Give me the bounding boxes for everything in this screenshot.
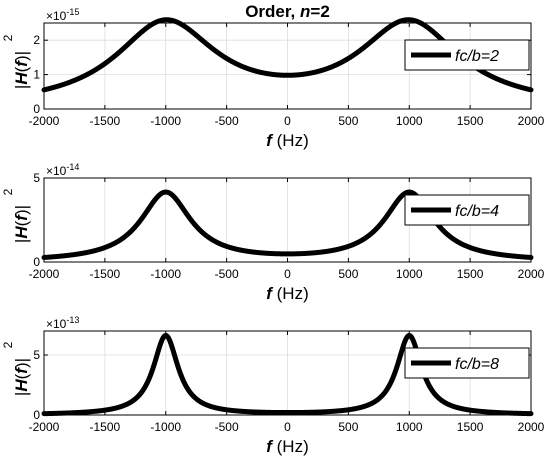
y-tick-label: 5: [33, 171, 40, 185]
x-tick-label: -2000: [29, 420, 60, 434]
x-tick-label: 1500: [457, 420, 484, 434]
x-tick-label: 1000: [396, 114, 423, 128]
y-axis-label: |H(f)|: [12, 358, 31, 396]
x-axis-label: f (Hz): [266, 131, 309, 150]
x-tick-label: 1000: [396, 267, 423, 281]
x-tick-label: -500: [215, 420, 239, 434]
x-tick-label: 2000: [518, 114, 545, 128]
y-exponent-label: ×10-15: [46, 7, 79, 23]
x-tick-label: -1500: [90, 114, 121, 128]
y-tick-label: 0: [33, 408, 40, 422]
x-tick-label: 500: [338, 420, 358, 434]
chart-title: Order, n=2: [245, 2, 330, 21]
legend-label: fc/b=4: [455, 203, 499, 220]
y-exponent-label: ×10-14: [46, 162, 79, 178]
x-tick-label: 500: [338, 114, 358, 128]
x-tick-label: -1000: [150, 114, 181, 128]
x-tick-label: 1500: [457, 267, 484, 281]
x-tick-label: 0: [284, 420, 291, 434]
x-tick-label: 2000: [518, 420, 545, 434]
legend: fc/b=4: [404, 194, 530, 226]
y-exponent-label: ×10-13: [46, 315, 79, 331]
y-axis-label-power: 2: [1, 341, 15, 348]
y-axis-label-power: 2: [1, 188, 15, 195]
y-tick-label: 0: [33, 102, 40, 116]
legend: fc/b=8: [404, 347, 530, 379]
legend: fc/b=2: [404, 39, 530, 71]
x-tick-label: 0: [284, 114, 291, 128]
y-axis-label: |H(f)|: [12, 205, 31, 243]
legend-label: fc/b=8: [455, 356, 499, 373]
x-tick-label: 1500: [457, 114, 484, 128]
x-tick-label: -1500: [90, 267, 121, 281]
y-axis-label-power: 2: [1, 34, 15, 41]
subplot-2: -2000 -1500 -1000 -500 0 500 1000 1500 2000 0 5 ×10…: [1, 162, 545, 303]
x-tick-label: -2000: [29, 267, 60, 281]
x-tick-label: 0: [284, 267, 291, 281]
y-tick-label: 1: [33, 68, 40, 82]
y-tick-label: 0: [33, 255, 40, 269]
x-axis-label: f (Hz): [266, 437, 309, 456]
subplot-1: -2000 -1500 -1000 -500 0 500 1000 1500 2000 0 1 2 ×1…: [1, 2, 545, 150]
x-tick-label: -1000: [150, 420, 181, 434]
y-tick-label: 5: [33, 348, 40, 362]
x-tick-label: -2000: [29, 114, 60, 128]
x-axis-label: f (Hz): [266, 284, 309, 303]
x-tick-label: -500: [215, 267, 239, 281]
series-line: [41, 189, 534, 260]
x-tick-label: 2000: [518, 267, 545, 281]
subplot-3: -2000 -1500 -1000 -500 0 500 1000 1500 2000 0 5 ×10…: [1, 315, 545, 456]
y-tick-label: 2: [33, 33, 40, 47]
legend-label: fc/b=2: [455, 48, 499, 65]
y-axis-label: |H(f)|: [12, 51, 31, 89]
x-tick-label: 500: [338, 267, 358, 281]
x-tick-label: 1000: [396, 420, 423, 434]
x-tick-label: -1000: [150, 267, 181, 281]
x-tick-label: -500: [215, 114, 239, 128]
x-tick-label: -1500: [90, 420, 121, 434]
